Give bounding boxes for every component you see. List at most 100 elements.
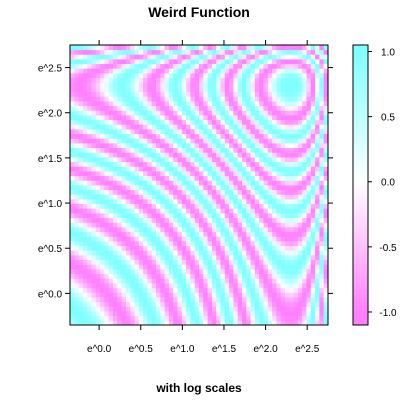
heatmap-cell [177, 227, 183, 233]
heatmap-cell [194, 54, 200, 60]
heatmap-cell [70, 306, 75, 312]
heatmap-cell [224, 96, 230, 102]
heatmap-cell [173, 185, 178, 191]
heatmap-cell [121, 68, 127, 74]
heatmap-cell [250, 68, 256, 74]
heatmap-cell [272, 45, 277, 51]
heatmap-cell [203, 283, 208, 289]
heatmap-cell [289, 213, 294, 219]
heatmap-cell [293, 138, 299, 144]
heatmap-cell [173, 166, 178, 172]
heatmap-cell [125, 119, 131, 125]
heatmap-cell [289, 152, 294, 158]
heatmap-cell [168, 110, 174, 116]
heatmap-cell [151, 222, 157, 228]
heatmap-cell [319, 213, 325, 219]
heatmap-cell [91, 306, 97, 312]
heatmap-cell [130, 129, 135, 135]
heatmap-cell [267, 54, 273, 60]
heatmap-cell [82, 236, 88, 242]
heatmap-cell [82, 68, 88, 74]
heatmap-cell [130, 133, 135, 139]
heatmap-cell [211, 250, 217, 256]
heatmap-cell [117, 138, 122, 144]
heatmap-cell [121, 82, 127, 88]
heatmap-cell [134, 45, 140, 51]
heatmap-cell [220, 306, 226, 312]
heatmap-cell [216, 213, 221, 219]
heatmap-cell [259, 287, 264, 293]
heatmap-cell [70, 297, 75, 303]
heatmap-cell [254, 189, 260, 195]
heatmap-cell [130, 87, 135, 93]
heatmap-cell [82, 124, 88, 130]
heatmap-cell [117, 124, 122, 130]
heatmap-cell [250, 283, 256, 289]
heatmap-cell [207, 311, 213, 317]
heatmap-cell [259, 185, 264, 191]
heatmap-cell [151, 124, 157, 130]
heatmap-cell [168, 152, 174, 158]
heatmap-cell [181, 236, 187, 242]
heatmap-cell [289, 180, 294, 186]
heatmap-cell [87, 264, 92, 270]
heatmap-cell [306, 297, 312, 303]
heatmap-cell [289, 315, 294, 321]
heatmap-cell [151, 259, 157, 265]
heatmap-cell [104, 175, 110, 181]
colorbar-segment [353, 294, 368, 298]
heatmap-cell [263, 96, 269, 102]
heatmap-cell [95, 301, 101, 307]
heatmap-cell [113, 255, 118, 261]
y-axis: e^0.0e^0.5e^1.0e^1.5e^2.0e^2.5 [38, 64, 333, 300]
heatmap-cell [104, 311, 110, 317]
heatmap-cell [168, 222, 174, 228]
heatmap-cell [186, 171, 191, 177]
heatmap-cell [134, 105, 140, 111]
heatmap-cell [156, 115, 161, 121]
heatmap-cell [147, 231, 153, 237]
heatmap-cell [242, 68, 247, 74]
heatmap-cell [181, 241, 187, 247]
heatmap-cell [91, 315, 97, 321]
heatmap-cell [151, 189, 157, 195]
heatmap-cell [259, 82, 264, 88]
heatmap-cell [224, 278, 230, 284]
heatmap-cell [147, 278, 153, 284]
heatmap-cell [302, 255, 307, 261]
heatmap-cell [138, 115, 144, 121]
heatmap-cell [147, 59, 153, 65]
heatmap-cell [130, 82, 135, 88]
heatmap-cell [207, 110, 213, 116]
heatmap-cell [220, 222, 226, 228]
heatmap-cell [113, 311, 118, 317]
heatmap-cell [293, 250, 299, 256]
heatmap-cell [87, 292, 92, 298]
heatmap-cell [272, 73, 277, 79]
heatmap-cell [95, 96, 101, 102]
heatmap-cell [310, 185, 316, 191]
heatmap-cell [194, 222, 200, 228]
heatmap-cell [263, 231, 269, 237]
heatmap-cell [211, 161, 217, 167]
colorbar-segment [353, 308, 368, 312]
heatmap-cell [156, 119, 161, 125]
heatmap-cell [151, 255, 157, 261]
heatmap-cell [259, 91, 264, 97]
heatmap-cell [164, 101, 170, 107]
heatmap-cell [74, 82, 79, 88]
heatmap-cell [263, 129, 269, 135]
heatmap-cell [203, 320, 208, 326]
heatmap-cell [143, 54, 148, 60]
heatmap-cell [82, 292, 88, 298]
heatmap-cell [216, 264, 221, 270]
heatmap-cell [181, 87, 187, 93]
heatmap-cell [104, 87, 110, 93]
heatmap-cell [160, 236, 165, 242]
heatmap-cell [263, 292, 269, 298]
heatmap-cell [323, 194, 329, 200]
heatmap-cell [130, 185, 135, 191]
heatmap-cell [108, 143, 114, 149]
heatmap-cell [289, 147, 294, 153]
heatmap-cell [237, 292, 243, 298]
